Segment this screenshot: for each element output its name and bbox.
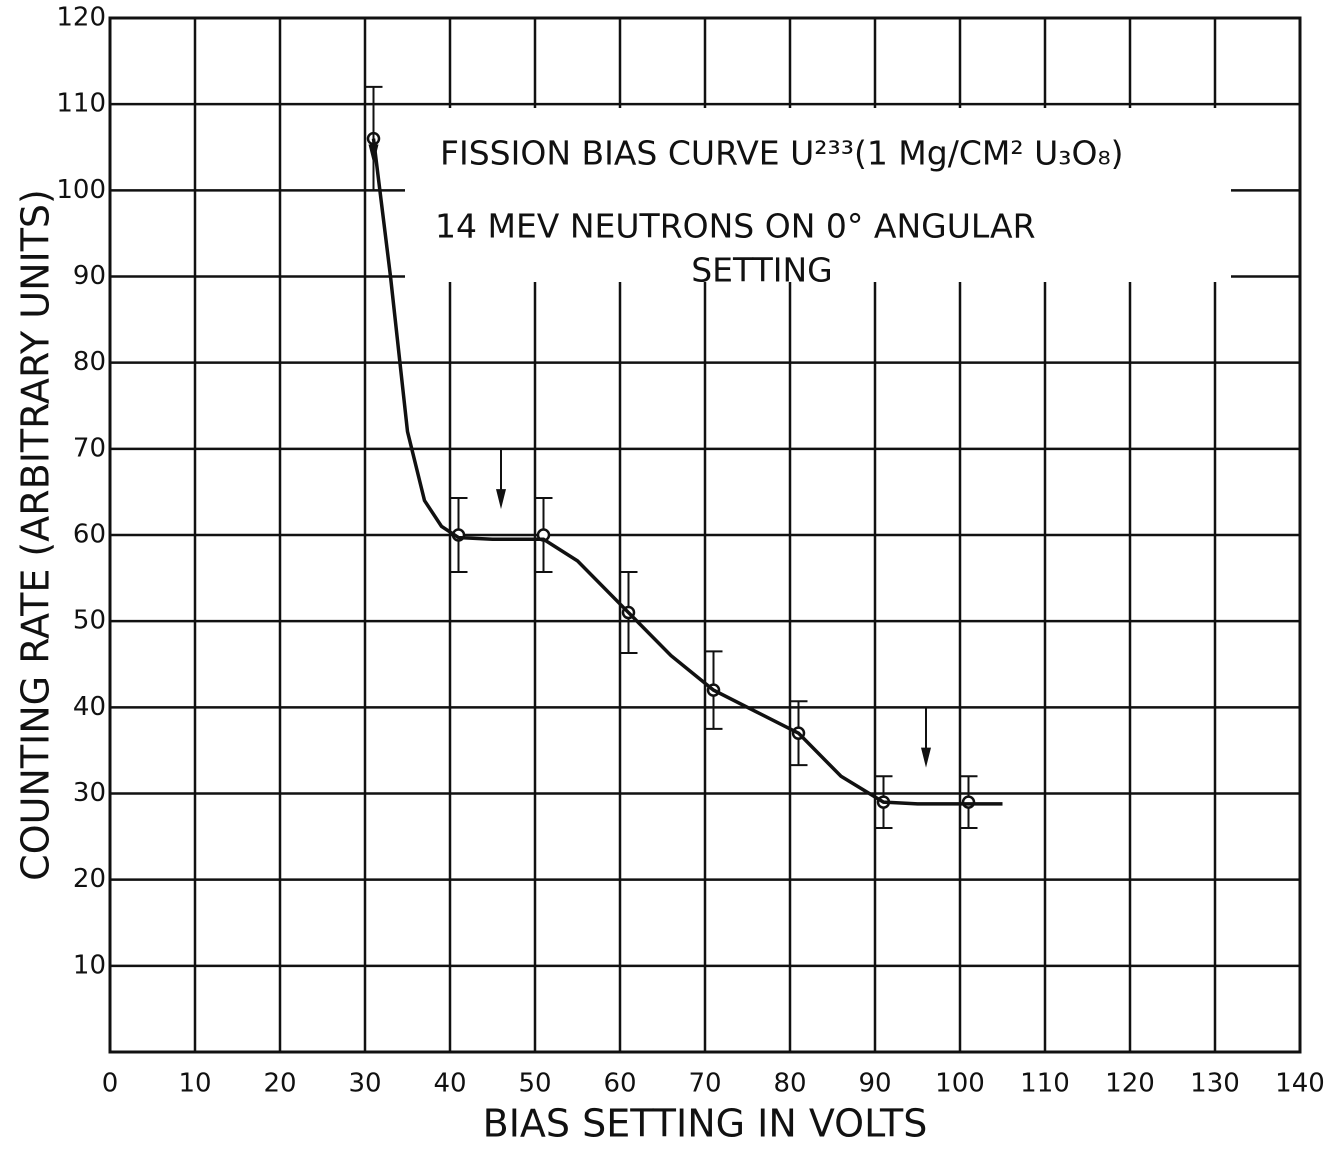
y-tick-label: 120 (56, 3, 106, 33)
y-tick-label: 110 (56, 89, 106, 119)
y-tick-label: 10 (73, 950, 106, 980)
arrow-head (368, 144, 379, 165)
x-tick-label: 70 (688, 1069, 721, 1099)
x-tick-label: 100 (935, 1069, 985, 1099)
subtitle: 14 MEV NEUTRONS ON 0° ANGULAR (435, 207, 1036, 246)
x-tick-label: 50 (518, 1069, 551, 1099)
chart-title: FISSION BIAS CURVE U²³³(1 Mg/CM² U₃O₈) (440, 134, 1124, 173)
x-tick-label: 140 (1275, 1069, 1325, 1099)
y-tick-label: 40 (73, 692, 106, 722)
x-tick-label: 120 (1105, 1069, 1155, 1099)
y-tick-label: 30 (73, 778, 106, 808)
x-tick-label: 40 (433, 1069, 466, 1099)
plot-frame (108, 16, 1302, 1054)
y-tick-label: 100 (56, 175, 106, 205)
subtitle: SETTING (691, 251, 833, 290)
y-tick-label: 60 (73, 520, 106, 550)
arrow-head (921, 747, 931, 768)
y-tick-label: 90 (73, 261, 106, 291)
y-tick-label: 20 (73, 864, 106, 894)
x-tick-label: 90 (858, 1069, 891, 1099)
x-tick-label: 0 (102, 1069, 119, 1099)
y-tick-label: 80 (73, 347, 106, 377)
arrow-head (496, 489, 506, 510)
y-tick-label: 70 (73, 433, 106, 463)
y-axis-label: COUNTING RATE (ARBITRARY UNITS) (14, 189, 58, 881)
x-axis-label: BIAS SETTING IN VOLTS (483, 1102, 928, 1146)
x-tick-label: 60 (603, 1069, 636, 1099)
x-tick-label: 20 (263, 1069, 296, 1099)
x-tick-label: 110 (1020, 1069, 1070, 1099)
x-tick-label: 80 (773, 1069, 806, 1099)
title-box (405, 108, 1231, 282)
x-tick-label: 30 (348, 1069, 381, 1099)
fit-curve (371, 138, 1003, 806)
x-tick-label: 130 (1190, 1069, 1240, 1099)
y-tick-label: 50 (73, 606, 106, 636)
x-tick-label: 10 (178, 1069, 211, 1099)
